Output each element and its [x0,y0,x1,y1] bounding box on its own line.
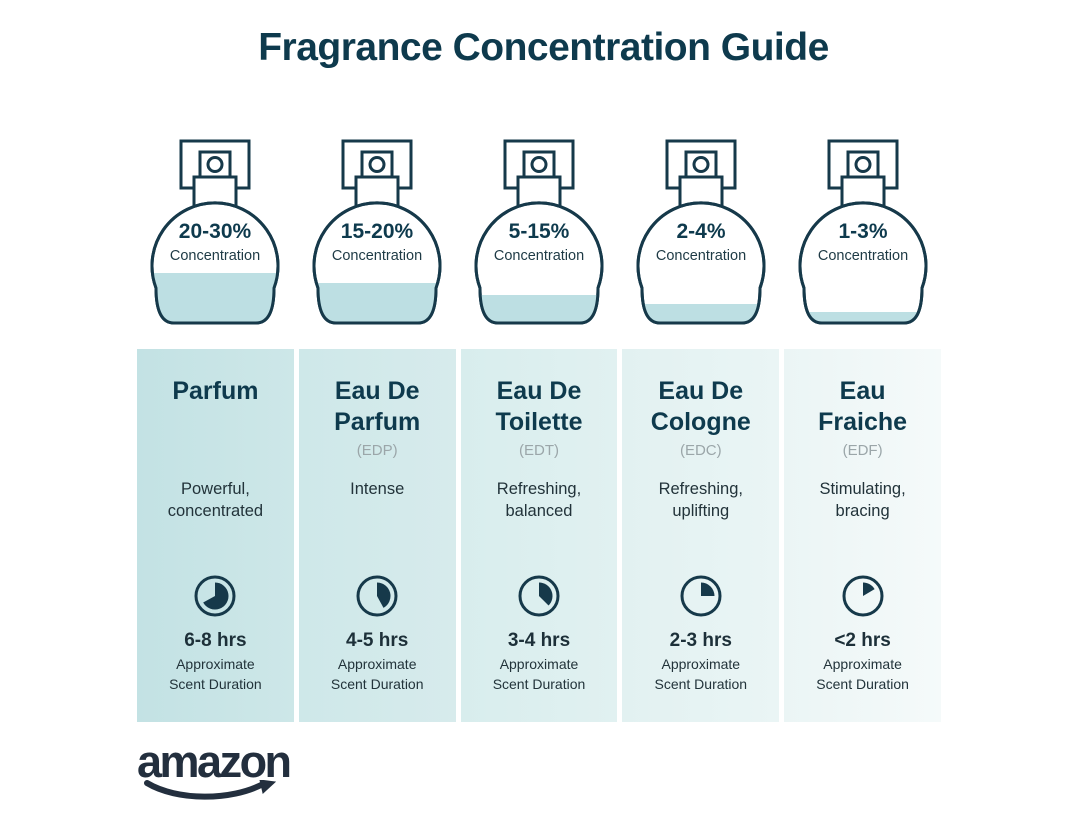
clock-icon [517,574,561,618]
amazon-wordmark: amazon [137,736,292,787]
bottle-cell: 15-20% Concentration [299,139,456,329]
liquid-fill [638,304,763,323]
duration-note: Approximate Scent Duration [330,656,424,692]
duration-note: Approximate Scent Duration [169,656,262,692]
fragrance-description: Powerful, concentrated [167,480,264,520]
concentration-percent: 5-15% [509,220,570,243]
duration-value: <2 hrs [834,630,891,651]
liquid-fill [315,283,440,323]
fragrance-name: Parfum [172,377,259,405]
duration-value: 2-3 hrs [669,630,732,651]
duration-note: Approximate Scent Duration [492,656,586,692]
amazon-logo: amazon [137,739,297,810]
column-parfum: Parfum Powerful, concentrated 6-8 hrs Ap… [137,349,294,722]
spray-bottle-icon: 20-30% Concentration [150,139,280,325]
column-eau-de-cologne: Eau De Cologne (EDC) Refreshing, uplifti… [622,349,780,722]
concentration-label: Concentration [332,248,422,264]
liquid-fill [476,295,601,323]
fragrance-name: Eau De Cologne [650,377,751,436]
concentration-label: Concentration [817,248,907,264]
fragrance-abbr: (EDF) [842,442,883,459]
fragrance-description: Stimulating, bracing [819,480,906,520]
duration-note: Approximate Scent Duration [816,656,909,692]
column-eau-de-parfum: Eau De Parfum (EDP) Intense 4-5 hrs Appr… [298,349,456,722]
column-eau-de-toilette: Eau De Toilette (EDT) Refreshing, balanc… [460,349,618,722]
fragrance-name: Eau De Toilette [495,377,583,436]
concentration-percent: 15-20% [341,220,414,243]
bottles-row: 20-30% Concentration 15-20% Concentratio… [137,139,941,329]
concentration-percent: 1-3% [838,220,887,243]
liquid-fill [153,273,278,323]
bottle-cell: 5-15% Concentration [461,139,618,329]
column-eau-fraiche: Eau Fraiche (EDF) Stimulating, bracing <… [784,349,941,722]
amazon-smile-icon [144,780,277,800]
fragrance-name: Eau Fraiche [818,377,908,436]
spray-bottle-icon: 2-4% Concentration [636,139,766,325]
clock-icon [679,574,723,618]
concentration-percent: 20-30% [179,220,252,243]
page-title: Fragrance Concentration Guide [258,26,829,69]
fragrance-description: Refreshing, balanced [496,480,582,520]
fragrance-abbr: (EDP) [356,442,398,459]
duration-note: Approximate Scent Duration [654,656,748,692]
spray-bottle-icon: 5-15% Concentration [474,139,604,325]
concentration-percent: 2-4% [676,220,725,243]
fragrance-description: Refreshing, uplifting [658,480,743,520]
clock-icon [355,574,399,618]
fragrance-abbr: (EDT) [518,442,559,459]
fragrance-description: Intense [350,480,405,498]
duration-value: 3-4 hrs [507,630,571,651]
bottle-cell: 1-3% Concentration [784,139,941,329]
concentration-label: Concentration [494,248,584,264]
spray-bottle-icon: 1-3% Concentration [798,139,928,325]
concentration-label: Concentration [170,248,260,264]
duration-value: 4-5 hrs [346,630,409,651]
fragrance-abbr: (EDC) [679,442,722,459]
clock-icon [193,574,237,618]
bottle-cell: 20-30% Concentration [137,139,294,329]
liquid-fill [800,312,925,323]
duration-value: 6-8 hrs [184,630,247,651]
clock-icon [841,574,885,618]
concentration-label: Concentration [656,248,746,264]
bottle-cell: 2-4% Concentration [622,139,779,329]
spray-bottle-icon: 15-20% Concentration [312,139,442,325]
fragrance-columns: Parfum Powerful, concentrated 6-8 hrs Ap… [137,349,941,722]
fragrance-name: Eau De Parfum [334,377,421,436]
